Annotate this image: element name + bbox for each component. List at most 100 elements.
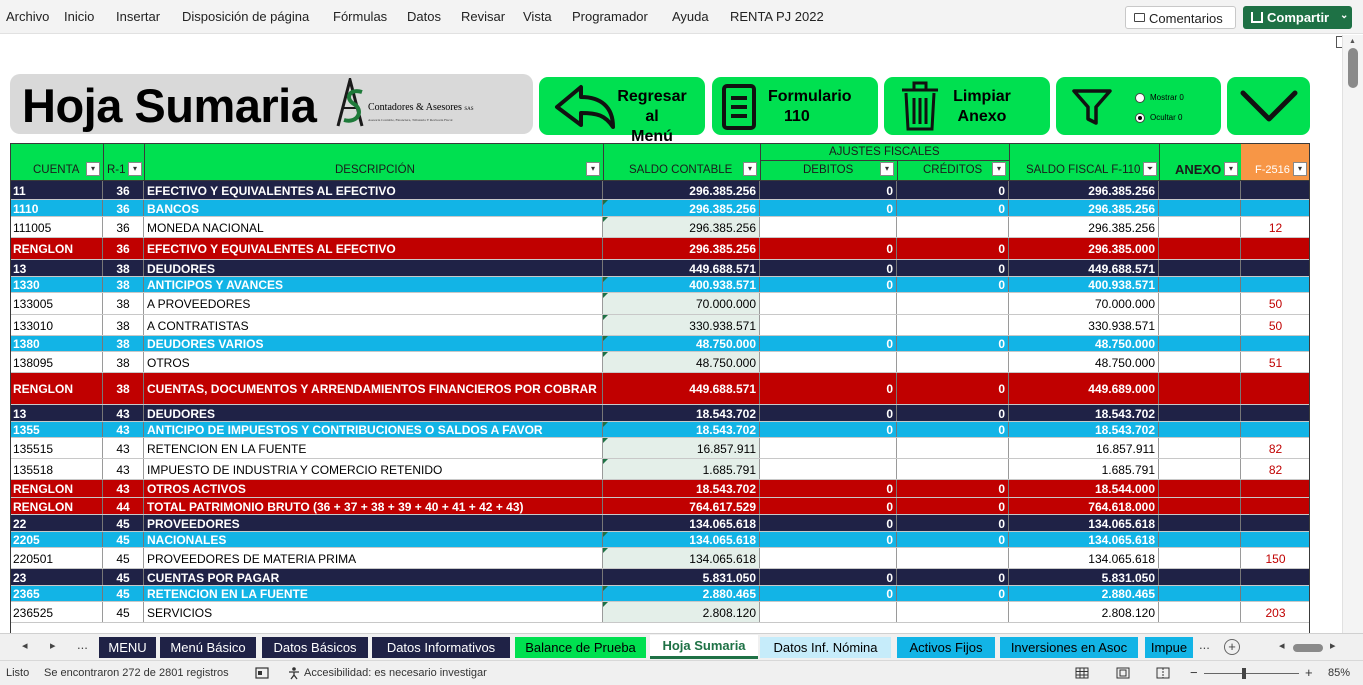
cell-fiscal[interactable]: 1.685.791 [1009,459,1158,480]
cell-blank[interactable] [1159,498,1240,515]
radio-ocultar-dot[interactable] [1135,113,1145,123]
cell-desc[interactable]: OTROS ACTIVOS [144,480,602,498]
cell-cuenta[interactable]: 220501 [10,548,102,569]
zoom-slider[interactable] [1204,673,1299,674]
cell-r1[interactable]: 45 [103,548,143,569]
cell-cred[interactable]: 0 [897,260,1008,277]
cell-fiscal[interactable]: 5.831.050 [1009,569,1158,586]
horizontal-scroll-thumb[interactable] [1293,644,1323,652]
cell-blank[interactable] [1159,373,1240,405]
cell-desc[interactable]: EFECTIVO Y EQUIVALENTES AL EFECTIVO [144,238,602,260]
cell-fiscal[interactable]: 449.688.571 [1009,260,1158,277]
cell-r1[interactable]: 43 [103,480,143,498]
cell-anexo[interactable] [1241,373,1310,405]
cell-blank[interactable] [1159,548,1240,569]
sheet-tab[interactable]: Inversiones en Asoc [1000,637,1138,658]
cell-deb[interactable] [760,217,896,238]
cell-anexo[interactable] [1241,498,1310,515]
cell-saldo[interactable]: 296.385.256 [603,200,759,217]
cell-blank[interactable] [1159,293,1240,315]
cell-r1[interactable]: 43 [103,459,143,480]
tab-more-left[interactable]: ... [77,637,88,652]
cell-cred[interactable]: 0 [897,238,1008,260]
cell-fiscal[interactable]: 296.385.000 [1009,238,1158,260]
cell-blank[interactable] [1159,238,1240,260]
cell-deb[interactable]: 0 [760,422,896,438]
cell-cuenta[interactable]: 22 [10,515,102,532]
cell-cuenta[interactable]: 13 [10,405,102,422]
cell-desc[interactable]: DEUDORES [144,405,602,422]
cell-saldo[interactable]: 764.617.529 [603,498,759,515]
cell-cuenta[interactable]: 236525 [10,602,102,623]
cell-anexo[interactable]: 203 [1241,602,1310,623]
cell-cred[interactable]: 0 [897,373,1008,405]
cell-r1[interactable]: 45 [103,532,143,548]
comments-button[interactable]: Comentarios [1125,6,1236,29]
filter-dropdown-cuenta[interactable]: ▾ [86,162,100,176]
cell-cuenta[interactable]: RENGLON [10,498,102,515]
cell-blank[interactable] [1159,352,1240,373]
cell-cred[interactable]: 0 [897,422,1008,438]
cell-saldo[interactable]: 18.543.702 [603,422,759,438]
cell-anexo[interactable]: 50 [1241,315,1310,336]
filter-dropdown-descripcion[interactable]: ▾ [586,162,600,176]
cell-desc[interactable]: RETENCION EN LA FUENTE [144,438,602,459]
cell-cuenta[interactable]: RENGLON [10,238,102,260]
limpiar-anexo-button[interactable]: Limpiar Anexo [884,77,1050,135]
cell-cred[interactable] [897,438,1008,459]
regresar-menu-button[interactable]: Regresar al Menú [539,77,705,135]
cell-fiscal[interactable]: 296.385.256 [1009,200,1158,217]
cell-deb[interactable] [760,352,896,373]
status-accessibility[interactable]: Accesibilidad: es necesario investigar [304,667,487,679]
cell-deb[interactable] [760,459,896,480]
cell-r1[interactable]: 38 [103,277,143,293]
cell-fiscal[interactable]: 70.000.000 [1009,293,1158,315]
cell-cuenta[interactable]: 135518 [10,459,102,480]
cell-saldo[interactable]: 48.750.000 [603,352,759,373]
cell-r1[interactable]: 38 [103,336,143,352]
cell-anexo[interactable] [1241,586,1310,602]
vertical-scrollbar[interactable]: ▲ [1342,35,1363,633]
cell-fiscal[interactable]: 48.750.000 [1009,336,1158,352]
vertical-scroll-thumb[interactable] [1348,48,1358,88]
cell-anexo[interactable] [1241,181,1310,200]
sheet-tab[interactable]: Balance de Prueba [515,637,646,658]
cell-desc[interactable]: ANTICIPOS Y AVANCES [144,277,602,293]
cell-saldo[interactable]: 134.065.618 [603,532,759,548]
filter-dropdown-debitos[interactable]: ▾ [880,162,894,176]
cell-deb[interactable]: 0 [760,200,896,217]
cell-deb[interactable] [760,315,896,336]
cell-desc[interactable]: BANCOS [144,200,602,217]
cell-desc[interactable]: DEUDORES [144,260,602,277]
cell-blank[interactable] [1159,602,1240,623]
collapse-button[interactable] [1227,77,1310,135]
normal-view-icon[interactable] [1075,667,1089,679]
cell-cuenta[interactable]: 11 [10,181,102,200]
cell-anexo[interactable]: 82 [1241,459,1310,480]
cell-saldo[interactable]: 70.000.000 [603,293,759,315]
cell-cuenta[interactable]: 23 [10,569,102,586]
cell-desc[interactable]: DEUDORES VARIOS [144,336,602,352]
cell-cred[interactable]: 0 [897,181,1008,200]
cell-cuenta[interactable]: RENGLON [10,373,102,405]
cell-cuenta[interactable]: 138095 [10,352,102,373]
hscroll-left-icon[interactable]: ◂ [1279,639,1285,652]
cell-fiscal[interactable]: 296.385.256 [1009,181,1158,200]
cell-cred[interactable]: 0 [897,515,1008,532]
cell-r1[interactable]: 36 [103,200,143,217]
sheet-tab[interactable]: MENU [99,637,156,658]
cell-blank[interactable] [1159,480,1240,498]
cell-fiscal[interactable]: 330.938.571 [1009,315,1158,336]
radio-mostrar-dot[interactable] [1135,93,1145,103]
cell-deb[interactable]: 0 [760,569,896,586]
cell-blank[interactable] [1159,181,1240,200]
menu-insertar[interactable]: Insertar [116,9,160,24]
cell-saldo[interactable]: 400.938.571 [603,277,759,293]
cell-blank[interactable] [1159,405,1240,422]
cell-anexo[interactable] [1241,480,1310,498]
cell-saldo[interactable]: 2.880.465 [603,586,759,602]
cell-r1[interactable]: 36 [103,238,143,260]
cell-desc[interactable]: OTROS [144,352,602,373]
cell-anexo[interactable]: 82 [1241,438,1310,459]
filter-dropdown-creditos[interactable]: ▾ [992,162,1006,176]
